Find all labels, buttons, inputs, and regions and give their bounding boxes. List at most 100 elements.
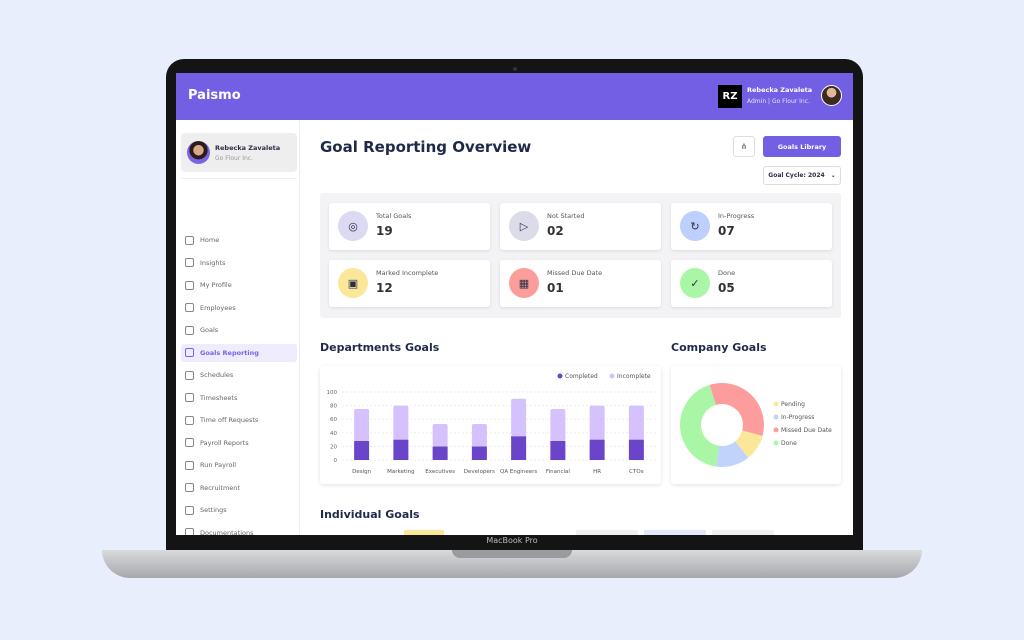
- legend-label: In-Progress: [781, 414, 814, 421]
- stat-card-marked-incomplete[interactable]: ▣ Marked Incomplete 12: [329, 260, 490, 307]
- sidebar-item-recruitment[interactable]: Recruitment: [181, 479, 297, 497]
- stat-label: Done: [718, 269, 736, 277]
- sidebar-item-run-payroll[interactable]: Run Payroll: [181, 456, 297, 474]
- sidebar-item-label: Recruitment: [200, 483, 240, 492]
- individual-goal-item: [576, 530, 638, 535]
- sidebar-item-home[interactable]: Home: [181, 231, 297, 249]
- bar-incomplete: [511, 398, 527, 437]
- profile-name: Rebecka Zavaleta: [215, 144, 281, 152]
- legend-swatch: [773, 401, 779, 407]
- x-tick-label: Marketing: [387, 469, 414, 475]
- x-tick-label: QA Engineers: [500, 469, 537, 475]
- hierarchy-icon: ⋔: [740, 142, 748, 151]
- bar-completed: [550, 440, 566, 460]
- bar-incomplete: [432, 423, 448, 447]
- legend-swatch: [557, 373, 563, 379]
- slice-done: [680, 384, 720, 467]
- profile-card[interactable]: Rebecka Zavaleta Go Flour Inc.: [181, 133, 297, 172]
- stat-card-done[interactable]: ✓ Done 05: [671, 260, 832, 307]
- departments-goals-title: Departments Goals: [320, 341, 440, 354]
- sidebar-item-label: Employees: [200, 303, 236, 312]
- refresh-icon: ↻: [680, 211, 710, 241]
- legend-label: Pending: [781, 401, 805, 408]
- sidebar-item-documentations[interactable]: Documentations: [181, 524, 297, 536]
- play-icon: ▷: [509, 211, 539, 241]
- goal-cycle-dropdown[interactable]: Goal Cycle: 2024 ⌄: [763, 166, 841, 185]
- stat-card-total-goals[interactable]: ◎ Total Goals 19: [329, 203, 490, 250]
- briefcase-icon: [185, 483, 194, 492]
- sidebar-item-label: Documentations: [200, 528, 254, 536]
- stat-value: 01: [547, 281, 564, 295]
- sidebar-item-time-off-requests[interactable]: Time off Requests: [181, 411, 297, 429]
- y-tick-label: 0: [334, 458, 338, 464]
- sidebar-item-label: My Profile: [200, 281, 232, 289]
- departments-bar-chart: 0 20 40 60 80 100 Design Marketing Executives Dev…: [327, 373, 656, 475]
- stat-value: 05: [718, 281, 735, 295]
- camera: [513, 67, 517, 71]
- individual-goal-item: [712, 530, 774, 535]
- individual-goal-item: [404, 530, 444, 535]
- x-tick-label: Developers: [464, 469, 495, 475]
- folder-icon: [185, 528, 194, 535]
- sidebar-item-settings[interactable]: Settings: [181, 501, 297, 519]
- slice-missed-due-date: [709, 383, 764, 437]
- device-label: MacBook Pro: [486, 536, 538, 545]
- stat-glyph: ▦: [518, 276, 530, 290]
- stat-value: 12: [376, 281, 393, 295]
- goals-library-button[interactable]: Goals Library: [763, 136, 841, 157]
- sidebar-item-payroll-reports[interactable]: Payroll Reports: [181, 434, 297, 452]
- presentation-icon: [185, 348, 194, 357]
- x-tick-label: Financial: [546, 469, 571, 475]
- calendar-off-icon: [185, 415, 194, 425]
- sidebar-item-label: Run Payroll: [200, 461, 237, 469]
- sidebar-item-my-profile[interactable]: My Profile: [181, 276, 297, 294]
- stat-card-in-progress[interactable]: ↻ In-Progress 07: [671, 203, 832, 250]
- avatar[interactable]: [821, 85, 842, 106]
- sidebar-item-employees[interactable]: Employees: [181, 299, 297, 317]
- legend-swatch: [773, 440, 779, 446]
- stat-card-not-started[interactable]: ▷ Not Started 02: [500, 203, 661, 250]
- report-icon: [185, 438, 194, 447]
- y-tick-label: 20: [330, 444, 337, 450]
- stat-card-missed-due-date[interactable]: ▦ Missed Due Date 01: [500, 260, 661, 307]
- bar-incomplete: [550, 409, 566, 441]
- sidebar-item-goals-reporting[interactable]: Goals Reporting: [181, 343, 297, 362]
- calendar-icon: [185, 370, 194, 380]
- departments-chart-card: 0 20 40 60 80 100 Design Marketing Executives Dev…: [320, 366, 661, 484]
- sidebar-item-goals[interactable]: Goals: [181, 321, 297, 339]
- y-tick-label: 80: [330, 404, 337, 410]
- bar-completed: [511, 436, 527, 460]
- app-logo[interactable]: Paismo: [188, 88, 241, 103]
- profile-avatar: [187, 141, 210, 164]
- stat-label: Missed Due Date: [547, 269, 603, 277]
- laptop-notch: [452, 550, 572, 558]
- sidebar-item-insights[interactable]: Insights: [181, 254, 297, 272]
- company-donut-chart: Pending In-Progress Missed Due Date Done: [680, 383, 832, 467]
- page-title: Goal Reporting Overview: [320, 138, 532, 156]
- goal-cycle-value: Goal Cycle: 2024: [768, 172, 825, 179]
- sidebar-item-timesheets[interactable]: Timesheets: [181, 389, 297, 407]
- sidebar-item-label: Schedules: [200, 371, 234, 379]
- stat-label: In-Progress: [718, 212, 755, 220]
- target-icon: [185, 325, 194, 335]
- slice-in-progress: [716, 441, 749, 467]
- chevron-down-icon: ⌄: [830, 172, 836, 179]
- x-tick-label: HR: [593, 469, 601, 475]
- user-icon: [185, 280, 194, 290]
- calendar-x-icon: ▦: [509, 268, 539, 298]
- file-x-icon: ▣: [338, 268, 368, 298]
- sidebar-item-label: Time off Requests: [200, 416, 259, 424]
- bar-incomplete: [354, 409, 370, 441]
- bar-completed: [589, 439, 605, 460]
- sidebar-item-label: Settings: [200, 506, 227, 514]
- company-goals-title: Company Goals: [671, 341, 767, 354]
- x-tick-label: CTOs: [629, 469, 644, 475]
- bar-incomplete: [393, 405, 409, 440]
- sidebar-item-label: Timesheets: [200, 393, 238, 402]
- hierarchy-button[interactable]: ⋔: [733, 136, 755, 157]
- sidebar-item-schedules[interactable]: Schedules: [181, 366, 297, 384]
- bar-incomplete: [589, 405, 605, 440]
- stat-glyph: ✓: [690, 276, 700, 290]
- legend-swatch: [773, 414, 779, 420]
- header-user-name: Rebecka Zavaleta: [747, 86, 813, 94]
